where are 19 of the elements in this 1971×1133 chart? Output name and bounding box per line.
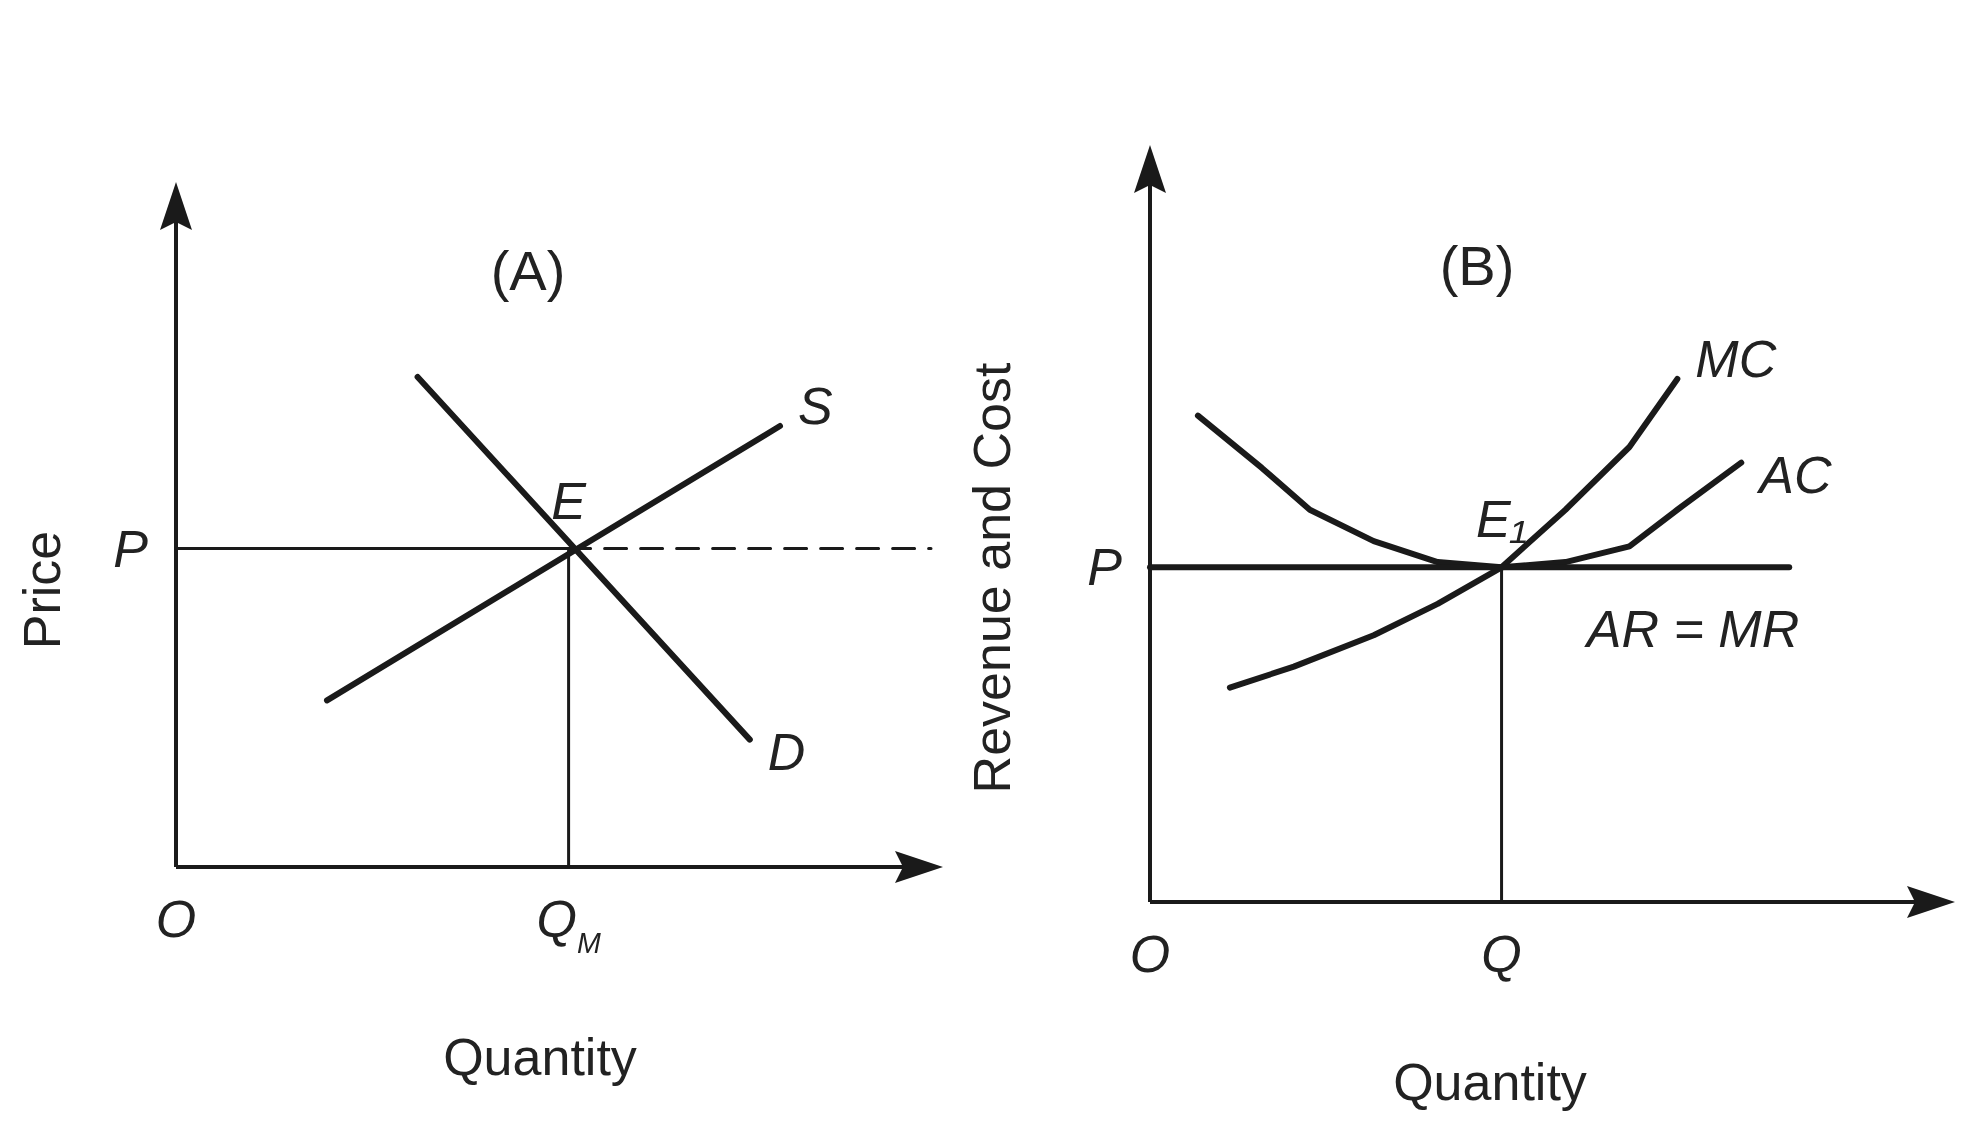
x-tick-label: O [155,890,197,948]
y-axis-title: Revenue and Cost [963,362,1021,794]
annotation: E₁ [1476,490,1528,549]
x-axis-title: Quantity [443,1028,637,1086]
chart-title: (B) [1439,234,1515,297]
x-tick-label: Q$_{M}$ [536,890,601,959]
x-tick-label: O [1129,925,1171,983]
series-label: MC [1695,330,1777,388]
x-tick-label: Q [1481,925,1522,983]
series-label: AR = MR [1583,600,1800,659]
annotation: E [551,471,588,530]
annotation: P [113,519,149,578]
series-label: AC [1756,445,1832,504]
chart-title: (A) [490,239,566,302]
series-label: D [767,722,806,781]
y-axis-title: Price [13,530,71,650]
x-axis-title: Quantity [1393,1053,1587,1111]
annotation: P [1087,538,1123,597]
series-label: S [798,377,833,435]
